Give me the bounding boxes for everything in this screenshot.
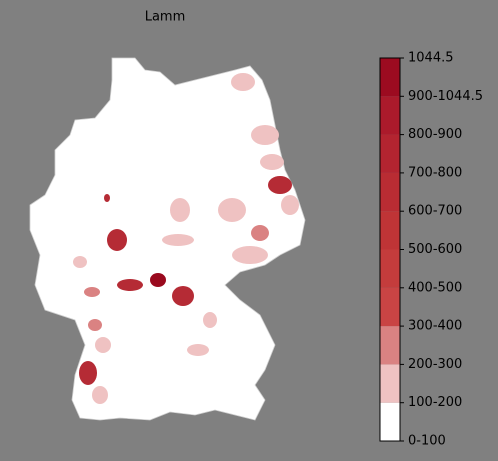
colorbar-segment [380, 287, 400, 327]
colorbar-label: 600-700 [408, 204, 462, 219]
colorbar-label: 1044.5 [408, 51, 454, 66]
colorbar-segment [380, 249, 400, 288]
colorbar-label: 0-100 [408, 434, 446, 449]
colorbar-segment [380, 402, 400, 441]
colorbar-segment [380, 326, 400, 365]
colorbar-label: 400-500 [408, 280, 462, 295]
colorbar-label: 900-1044.5 [408, 89, 483, 104]
colorbar: 0-100 100-200 200-300 300-400 400-500 500-600… [379, 51, 483, 449]
colorbar-label: 700-800 [408, 165, 462, 180]
map-title: Lamm [145, 10, 186, 25]
colorbar-segment [380, 96, 400, 135]
colorbar-label: 500-600 [408, 242, 462, 257]
regions-light [73, 73, 299, 404]
colorbar-segment [380, 172, 400, 212]
colorbar-label: 100-200 [408, 395, 462, 410]
colorbar-segment [380, 211, 400, 250]
colorbar-label: 800-900 [408, 127, 462, 142]
colorbar-segment [380, 364, 400, 403]
region-highest [150, 273, 166, 287]
colorbar-segment [380, 134, 400, 173]
regions-medium [84, 225, 269, 331]
colorbar-segment [380, 58, 400, 97]
regions-high [79, 176, 292, 385]
germany-map [29, 57, 306, 421]
colorbar-label: 200-300 [408, 357, 462, 372]
colorbar-label: 300-400 [408, 319, 462, 334]
